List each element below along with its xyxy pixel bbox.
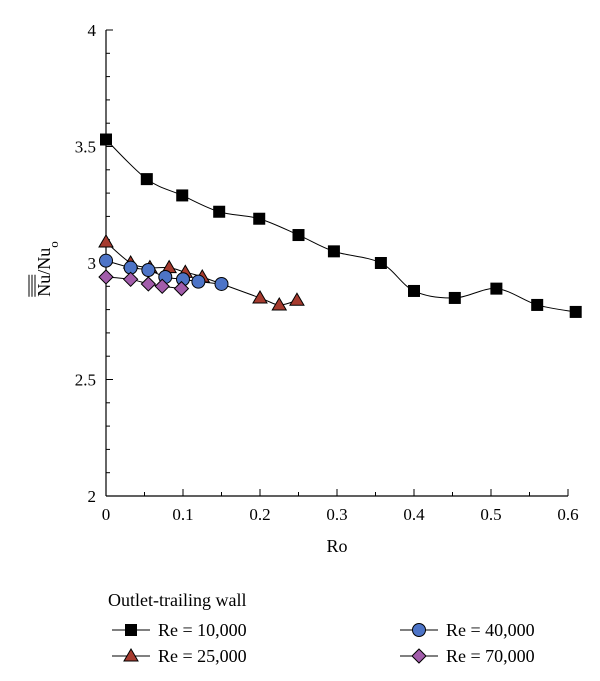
data-point <box>408 284 420 297</box>
data-point <box>213 205 226 218</box>
y-tick-label: 3.5 <box>75 138 96 157</box>
y-tick-label: 2.5 <box>75 371 96 390</box>
x-tick-label: 0.5 <box>480 505 501 524</box>
y-axis-title-sub: o <box>46 241 61 248</box>
data-point <box>531 298 544 311</box>
data-point <box>98 234 114 248</box>
data-point <box>292 229 305 242</box>
y-axis-title-overline <box>28 274 36 297</box>
x-axis-title: Ro <box>326 536 347 556</box>
y-tick-label: 2 <box>88 487 97 506</box>
y-tick-label: 3 <box>88 254 97 273</box>
legend-label: Re = 25,000 <box>158 646 247 666</box>
data-point <box>100 133 112 146</box>
data-point <box>448 291 461 304</box>
data-point <box>141 262 156 277</box>
x-tick-label: 0.4 <box>403 505 425 524</box>
x-tick-label: 0.3 <box>326 505 347 524</box>
data-point <box>99 253 113 268</box>
x-tick-label: 0.2 <box>249 505 270 524</box>
data-point <box>569 305 582 318</box>
plot-area <box>98 133 582 318</box>
data-point <box>154 278 170 295</box>
data-point <box>173 280 190 297</box>
data-point <box>140 173 153 186</box>
data-point <box>374 257 387 269</box>
axes: 0 0.1 0.2 0.3 0.4 0.5 0.6 2 2.5 3 3.5 4 Ro Nu/Nuo <box>28 21 579 556</box>
legend-title: Outlet-trailing wall <box>108 590 246 610</box>
data-point <box>214 276 229 291</box>
data-point <box>289 292 305 306</box>
legend-marker <box>123 648 139 662</box>
data-point <box>140 276 157 292</box>
legend-entry-2: Re = 40,000 <box>400 620 535 640</box>
x-tick-label: 0.1 <box>172 505 193 524</box>
data-point <box>191 274 206 289</box>
data-point <box>490 282 503 295</box>
x-tick-label: 0.6 <box>557 505 578 524</box>
legend-marker <box>125 624 137 636</box>
legend-entry-1: Re = 25,000 <box>112 646 247 666</box>
legend-marker <box>411 648 427 664</box>
data-point <box>98 269 114 285</box>
legend-label: Re = 70,000 <box>446 646 535 666</box>
legend-entry-0: Re = 10,000 <box>112 620 247 640</box>
data-point <box>253 212 266 225</box>
data-point <box>176 189 189 202</box>
data-point <box>271 296 288 311</box>
data-point <box>327 245 340 258</box>
x-tick-label: 0 <box>102 505 111 524</box>
legend-entry-3: Re = 70,000 <box>400 646 535 666</box>
legend-label: Re = 40,000 <box>446 620 535 640</box>
data-point <box>252 289 268 304</box>
y-axis-title-sep: /Nu <box>34 248 54 275</box>
legend-marker <box>412 623 426 637</box>
y-axis-title: Nu/Nuo <box>34 241 61 297</box>
legend-label: Re = 10,000 <box>158 620 247 640</box>
y-tick-label: 4 <box>88 21 97 40</box>
series-0 <box>100 133 582 318</box>
data-point <box>122 271 139 288</box>
series-3 <box>98 269 190 297</box>
y-axis-title-main: Nu <box>34 275 54 297</box>
legend-markers: Outlet-trailing wall Re = 10,000 Re = 25,0… <box>108 590 535 666</box>
